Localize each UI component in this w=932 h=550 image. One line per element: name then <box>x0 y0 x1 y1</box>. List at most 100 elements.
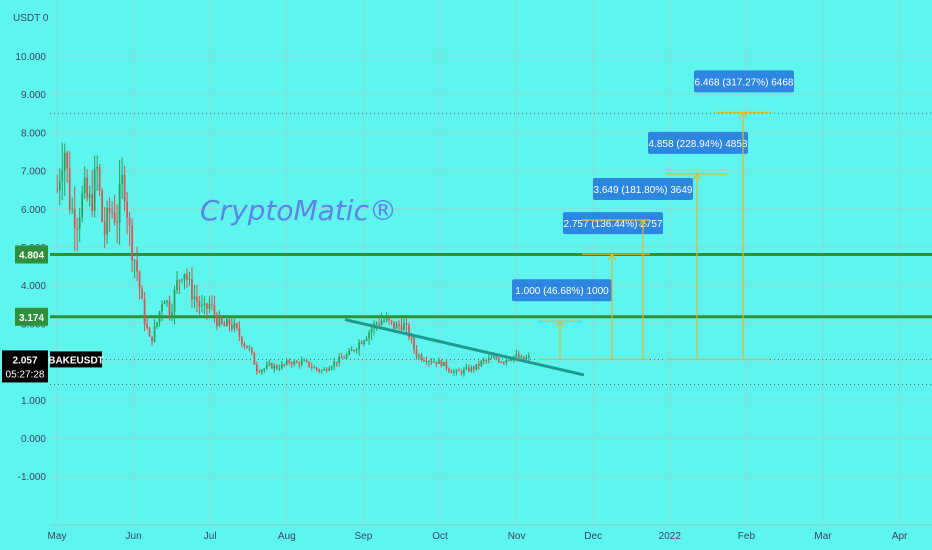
grid-lines <box>50 0 932 525</box>
symbol-tag-label: BAKEUSDT <box>48 355 104 366</box>
x-tick-label: Jul <box>204 531 217 542</box>
x-tick-label: Apr <box>892 531 908 542</box>
candle-body <box>258 371 261 373</box>
candle-body <box>285 360 288 365</box>
target-label-box[interactable] <box>648 131 748 154</box>
level-tag <box>15 307 48 326</box>
candle-body <box>355 349 358 351</box>
target-label-box[interactable] <box>512 279 612 302</box>
candle-body <box>146 324 148 328</box>
horizontal-levels[interactable]: 4.804 3.174 <box>15 245 932 326</box>
candle-body <box>298 362 301 365</box>
candle-body <box>460 371 463 374</box>
target-label-box[interactable] <box>563 212 663 235</box>
candle-body <box>420 355 423 360</box>
candle-body <box>470 366 473 372</box>
candle-body <box>335 361 338 364</box>
candle-body <box>400 325 403 331</box>
candle-body <box>156 322 158 327</box>
candle-body <box>221 316 223 324</box>
candle-body <box>245 346 248 349</box>
candle-body <box>93 168 96 212</box>
candle-body <box>375 323 378 325</box>
candle-body <box>88 194 91 198</box>
candle-body <box>378 323 380 325</box>
target-label-box[interactable] <box>694 70 794 93</box>
watermark-text: CryptoMatic® <box>200 194 397 227</box>
candle-body <box>405 323 408 325</box>
descending-trendline[interactable] <box>344 318 585 377</box>
x-tick-label: Nov <box>508 531 526 542</box>
trendline[interactable] <box>344 318 585 377</box>
symbol-tag-box <box>50 351 102 368</box>
y-tick-label: 7.000 <box>21 167 46 178</box>
candle-body <box>188 279 191 281</box>
candle-body <box>345 354 348 359</box>
x-tick-label: 2022 <box>659 531 682 542</box>
candle-body <box>173 290 176 313</box>
candle-body <box>385 318 388 321</box>
candle-body <box>338 356 341 364</box>
x-tick-label: Mar <box>814 531 832 542</box>
candle-body <box>440 360 443 366</box>
candle-body <box>388 318 390 321</box>
currency-label[interactable]: USDT 0 <box>13 13 49 24</box>
candle-body <box>166 300 168 303</box>
candle-body <box>480 360 483 366</box>
price-targets[interactable]: 1.000 (46.68%) 1000 2.757 (136.44%) 2757 3… <box>512 70 794 361</box>
candle-body <box>270 363 273 369</box>
candle-body <box>196 296 198 302</box>
candle-body <box>450 371 453 373</box>
candle-body <box>96 167 99 169</box>
candle-body <box>300 360 303 365</box>
candle-body <box>443 361 445 366</box>
candle-body <box>313 367 316 369</box>
candle-body <box>295 361 298 363</box>
candle-body <box>283 364 286 366</box>
y-tick-label: 8.000 <box>21 128 46 139</box>
x-tick-label: Dec <box>584 531 602 542</box>
candle-body <box>211 304 213 306</box>
y-tick-label: 0.000 <box>21 434 46 445</box>
target-label-box[interactable] <box>593 178 693 201</box>
candle-body <box>507 359 510 361</box>
candle-body <box>143 299 146 325</box>
candle-body <box>108 207 111 212</box>
x-tick-label: May <box>48 531 67 542</box>
candle-body <box>353 350 355 352</box>
candle-body <box>250 347 253 354</box>
candle-body <box>525 357 528 360</box>
candle-body <box>453 371 455 373</box>
time-axis[interactable]: May Jun Jul Aug Sep Oct Nov Dec 2022 Feb Mar Apr <box>48 524 932 542</box>
candle-body <box>91 194 94 212</box>
candle-body <box>363 340 365 344</box>
candle-body <box>428 361 430 363</box>
candle-body <box>340 356 343 359</box>
candle-body <box>328 368 331 371</box>
candle-body <box>333 361 336 367</box>
candle-body <box>68 168 71 210</box>
candle-body <box>435 361 438 364</box>
candle-body <box>101 190 104 222</box>
candle-body <box>415 349 418 357</box>
candle-body <box>490 357 493 359</box>
candle-body <box>243 344 246 347</box>
y-tick-label: 1.000 <box>21 396 46 407</box>
candle-body <box>176 280 178 291</box>
target-arrow-head <box>692 172 702 181</box>
candle-body <box>58 181 61 191</box>
candle-body <box>208 304 211 309</box>
y-tick-label: -1.000 <box>18 472 47 483</box>
candle-body <box>293 361 296 365</box>
candle-body <box>492 356 495 358</box>
candle-body <box>123 174 126 202</box>
candle-body <box>171 312 173 316</box>
candle-body <box>216 315 218 326</box>
candle-body <box>148 327 151 337</box>
candle-body <box>398 324 400 326</box>
candle-body <box>288 360 291 363</box>
candle-body <box>358 342 360 350</box>
candle-body <box>472 366 475 370</box>
candle-body <box>193 296 196 300</box>
